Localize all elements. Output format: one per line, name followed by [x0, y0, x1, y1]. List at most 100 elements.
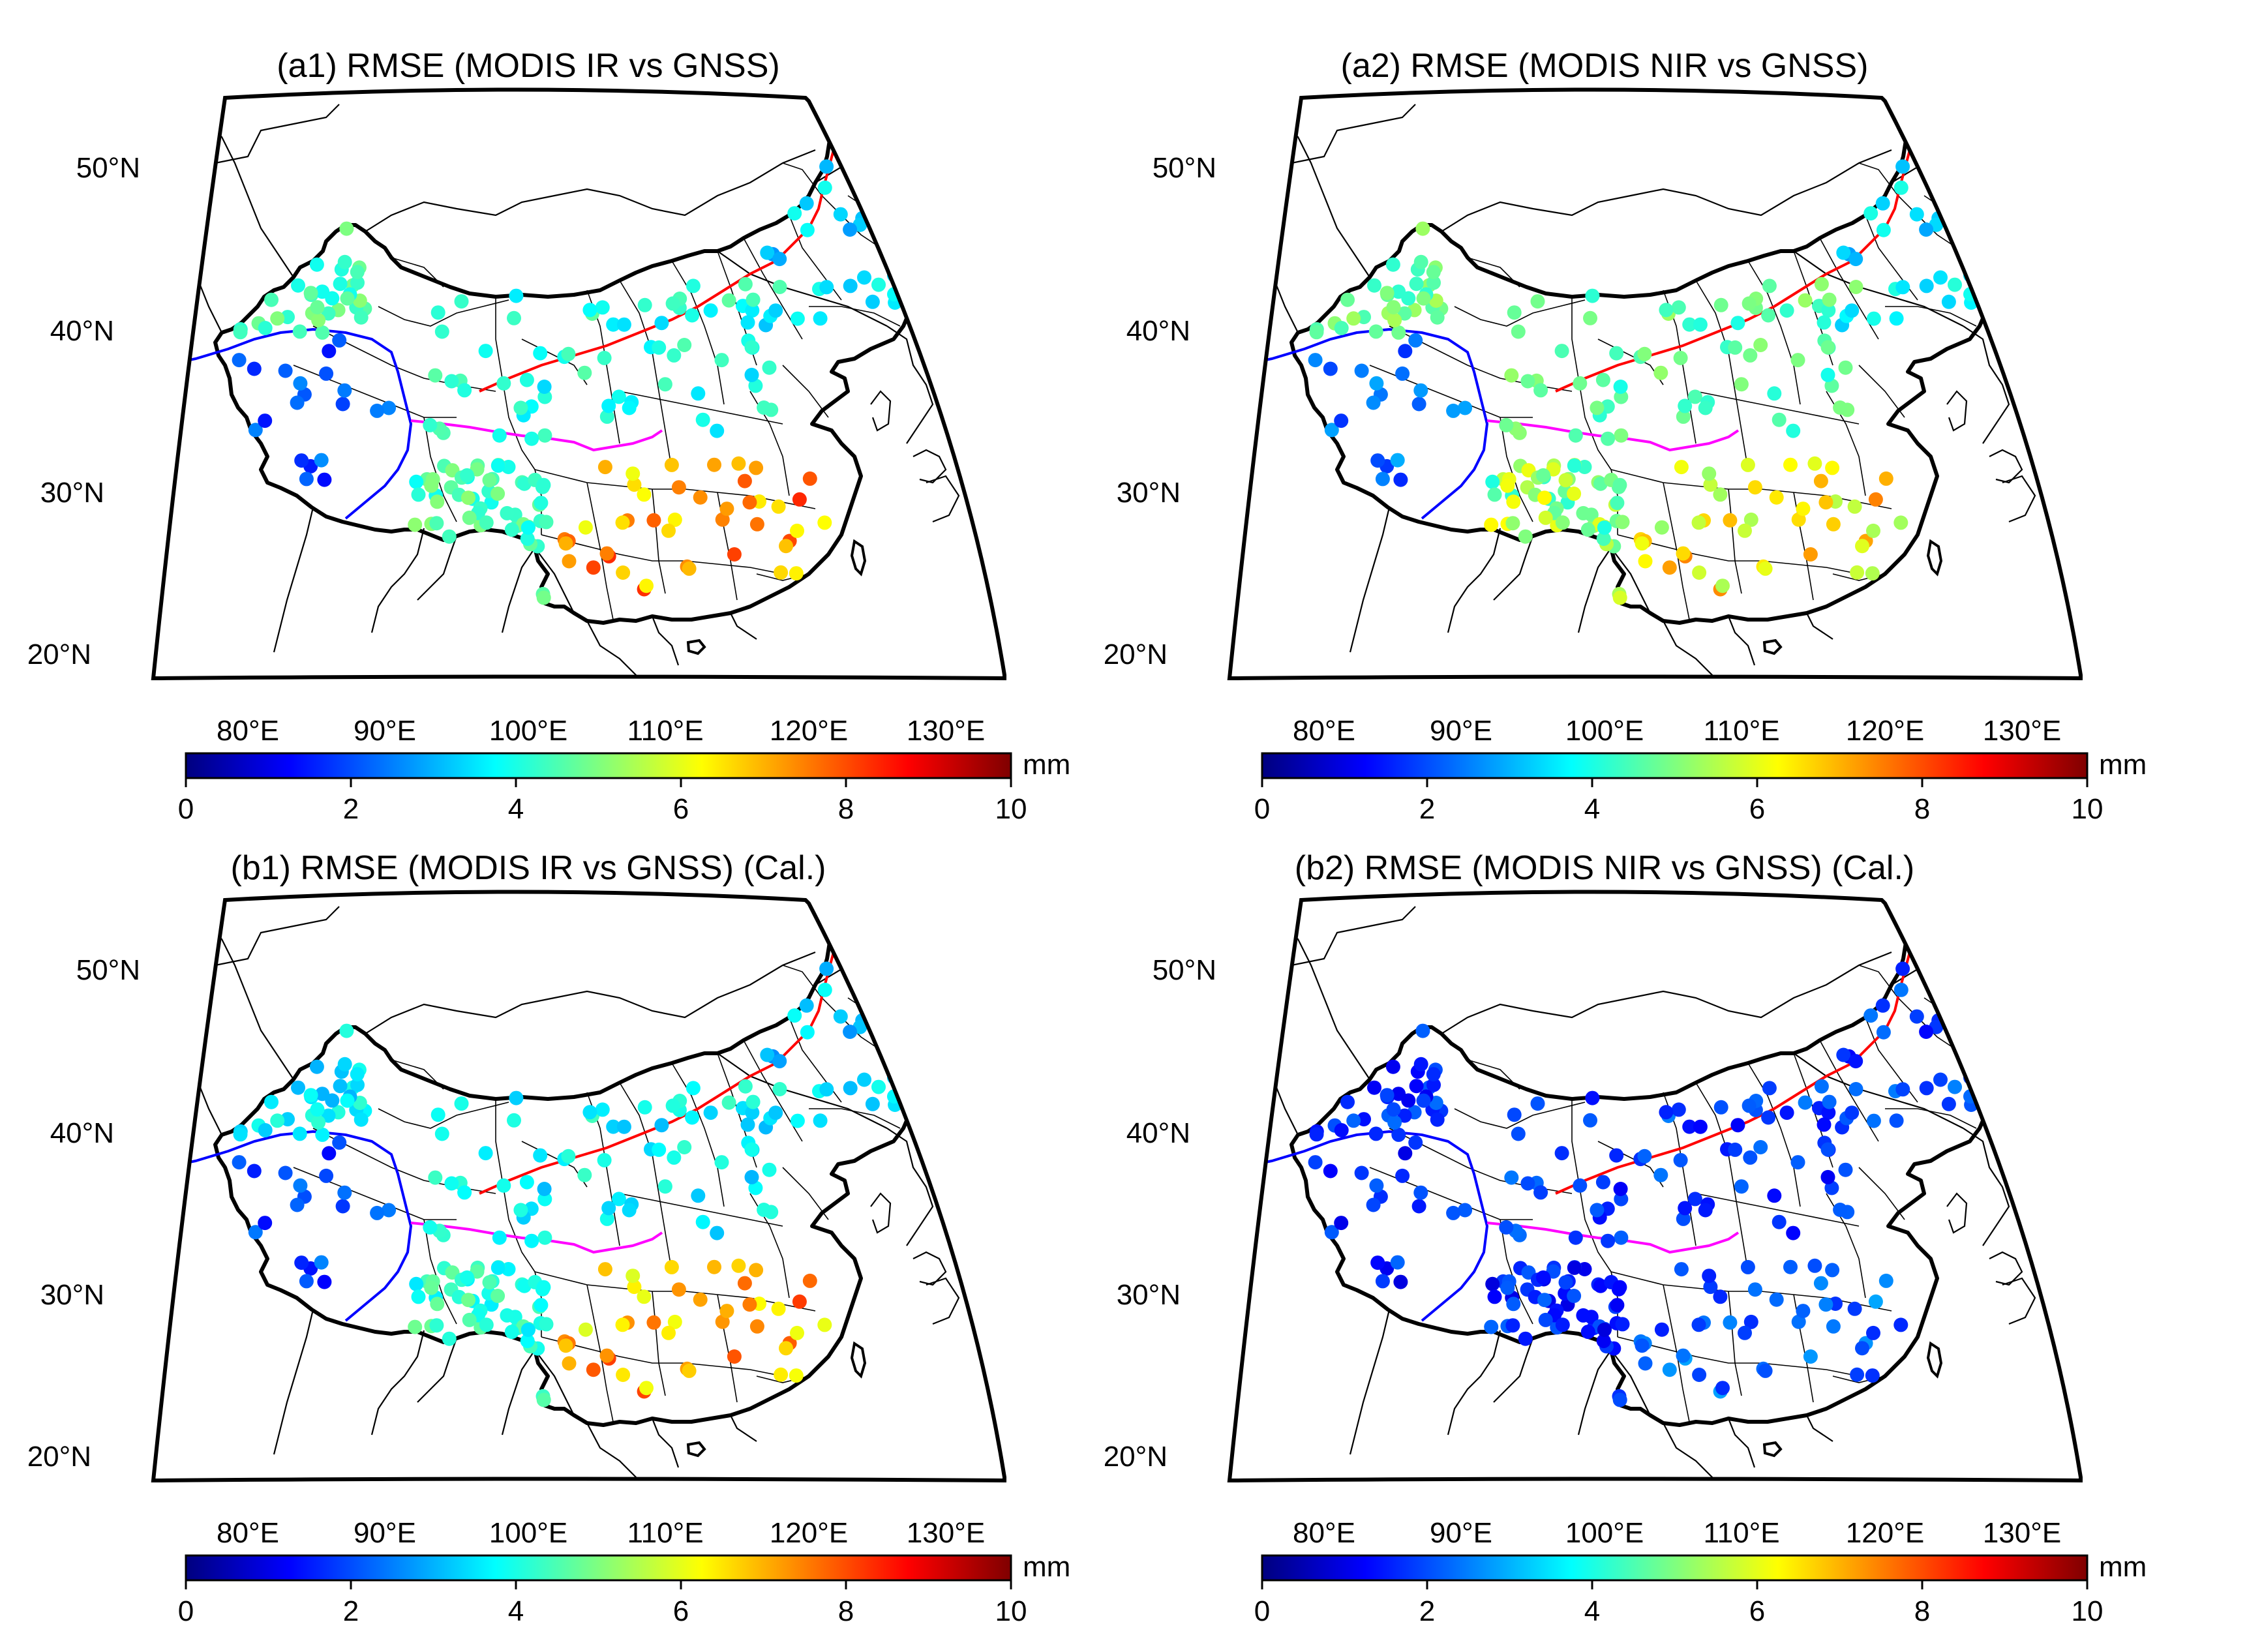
- lat-label: 20°N: [27, 638, 91, 670]
- country-border: [153, 1062, 158, 1116]
- colorbar-tick-label: 4: [508, 793, 524, 825]
- gnss-station: [813, 1113, 828, 1128]
- country-border: [1493, 1338, 1534, 1403]
- gnss-station: [478, 344, 493, 359]
- gnss-station: [1659, 303, 1674, 318]
- province-border: [534, 469, 816, 509]
- gnss-station: [482, 1275, 497, 1290]
- gnss-station: [1504, 1170, 1519, 1185]
- gnss-station: [1369, 1178, 1384, 1193]
- gnss-station: [760, 1047, 775, 1062]
- gnss-station: [745, 1105, 760, 1120]
- gnss-station: [370, 1205, 385, 1220]
- gnss-station: [1738, 523, 1752, 538]
- gnss-station: [1323, 361, 1338, 376]
- gnss-station: [1408, 333, 1423, 348]
- colorbar-tick-label: 8: [1914, 793, 1930, 825]
- gnss-station: [1653, 1167, 1668, 1182]
- gnss-station: [1458, 400, 1473, 415]
- country-border: [1447, 528, 1501, 633]
- gnss-station: [652, 1142, 667, 1157]
- map-area: [59, 861, 1004, 1480]
- gnss-station: [1863, 206, 1878, 221]
- gnss-station: [1334, 1216, 1349, 1231]
- gnss-station: [247, 1164, 262, 1179]
- gnss-station: [537, 1230, 552, 1245]
- gnss-station: [303, 1088, 318, 1103]
- country-border: [1441, 951, 1892, 1034]
- gnss-station: [519, 372, 534, 387]
- lat-label: 30°N: [1117, 477, 1181, 509]
- gnss-station: [878, 194, 893, 209]
- gnss-station: [1743, 512, 1758, 527]
- gnss-station: [340, 291, 355, 306]
- map-background: [1229, 892, 2081, 1480]
- gnss-station: [665, 1098, 680, 1113]
- gnss-station: [615, 515, 630, 530]
- gnss-station: [1954, 996, 1969, 1011]
- gnss-station: [513, 400, 528, 415]
- province-border: [1760, 404, 1860, 425]
- province-border: [1454, 1102, 1586, 1129]
- gnss-station: [507, 1113, 521, 1128]
- gnss-station: [434, 324, 449, 339]
- gnss-station: [1673, 350, 1688, 365]
- gnss-station: [586, 1362, 601, 1377]
- gnss-station: [671, 1282, 686, 1297]
- lon-label: 130°E: [1983, 1517, 2061, 1549]
- gnss-station: [1380, 286, 1395, 301]
- gnss-station: [817, 180, 832, 195]
- gnss-station: [622, 1203, 637, 1218]
- gnss-station: [513, 1203, 528, 1218]
- gnss-station: [1713, 297, 1728, 312]
- gnss-station: [424, 478, 439, 493]
- gnss-station: [504, 522, 519, 537]
- gnss-station: [333, 277, 348, 292]
- gnss-station: [1948, 277, 1962, 292]
- red-division-line: [479, 925, 859, 1195]
- gnss-station: [333, 1079, 348, 1094]
- province-border: [1728, 488, 1742, 594]
- gnss-station: [1580, 522, 1595, 537]
- lon-label: 120°E: [770, 1517, 848, 1549]
- gnss-station: [1391, 1127, 1406, 1142]
- country-border: [59, 861, 85, 1037]
- gnss-station: [772, 280, 787, 294]
- gnss-station: [524, 1233, 539, 1248]
- gnss-station: [661, 523, 676, 538]
- gnss-station: [865, 1096, 880, 1111]
- gnss-station: [714, 1155, 729, 1170]
- gnss-station: [290, 1197, 305, 1212]
- province-border: [671, 1062, 725, 1207]
- gnss-station: [1753, 338, 1768, 352]
- gnss-station: [1687, 389, 1702, 404]
- country-border: [1989, 449, 2023, 484]
- gnss-station: [746, 292, 761, 307]
- hainan-outline: [1762, 638, 1783, 655]
- gnss-station: [1533, 1185, 1548, 1200]
- gnss-station: [462, 1312, 477, 1327]
- gnss-station: [757, 1203, 772, 1217]
- country-border: [417, 535, 458, 601]
- map-area: [153, 89, 1004, 678]
- gnss-station: [233, 1127, 248, 1142]
- gnss-station: [1520, 374, 1535, 389]
- gnss-station: [1662, 1362, 1677, 1377]
- gnss-station: [1790, 353, 1805, 368]
- colorbar-tick-label: 0: [178, 793, 194, 825]
- gnss-station: [1814, 277, 1829, 292]
- gnss-station: [686, 1081, 701, 1096]
- colorbar-unit: mm: [1023, 1551, 1070, 1583]
- gnss-station: [1723, 513, 1738, 528]
- gnss-station: [457, 1185, 472, 1200]
- country-border: [586, 1422, 653, 1480]
- gnss-station: [309, 1059, 324, 1074]
- lon-label: 90°E: [354, 715, 416, 747]
- gnss-station: [1386, 300, 1401, 315]
- gnss-station: [1597, 1323, 1612, 1337]
- gnss-station: [744, 367, 759, 382]
- gnss-station: [1817, 1117, 1832, 1132]
- country-border: [501, 1349, 535, 1435]
- gnss-station: [884, 1035, 899, 1050]
- gnss-station: [1413, 383, 1428, 398]
